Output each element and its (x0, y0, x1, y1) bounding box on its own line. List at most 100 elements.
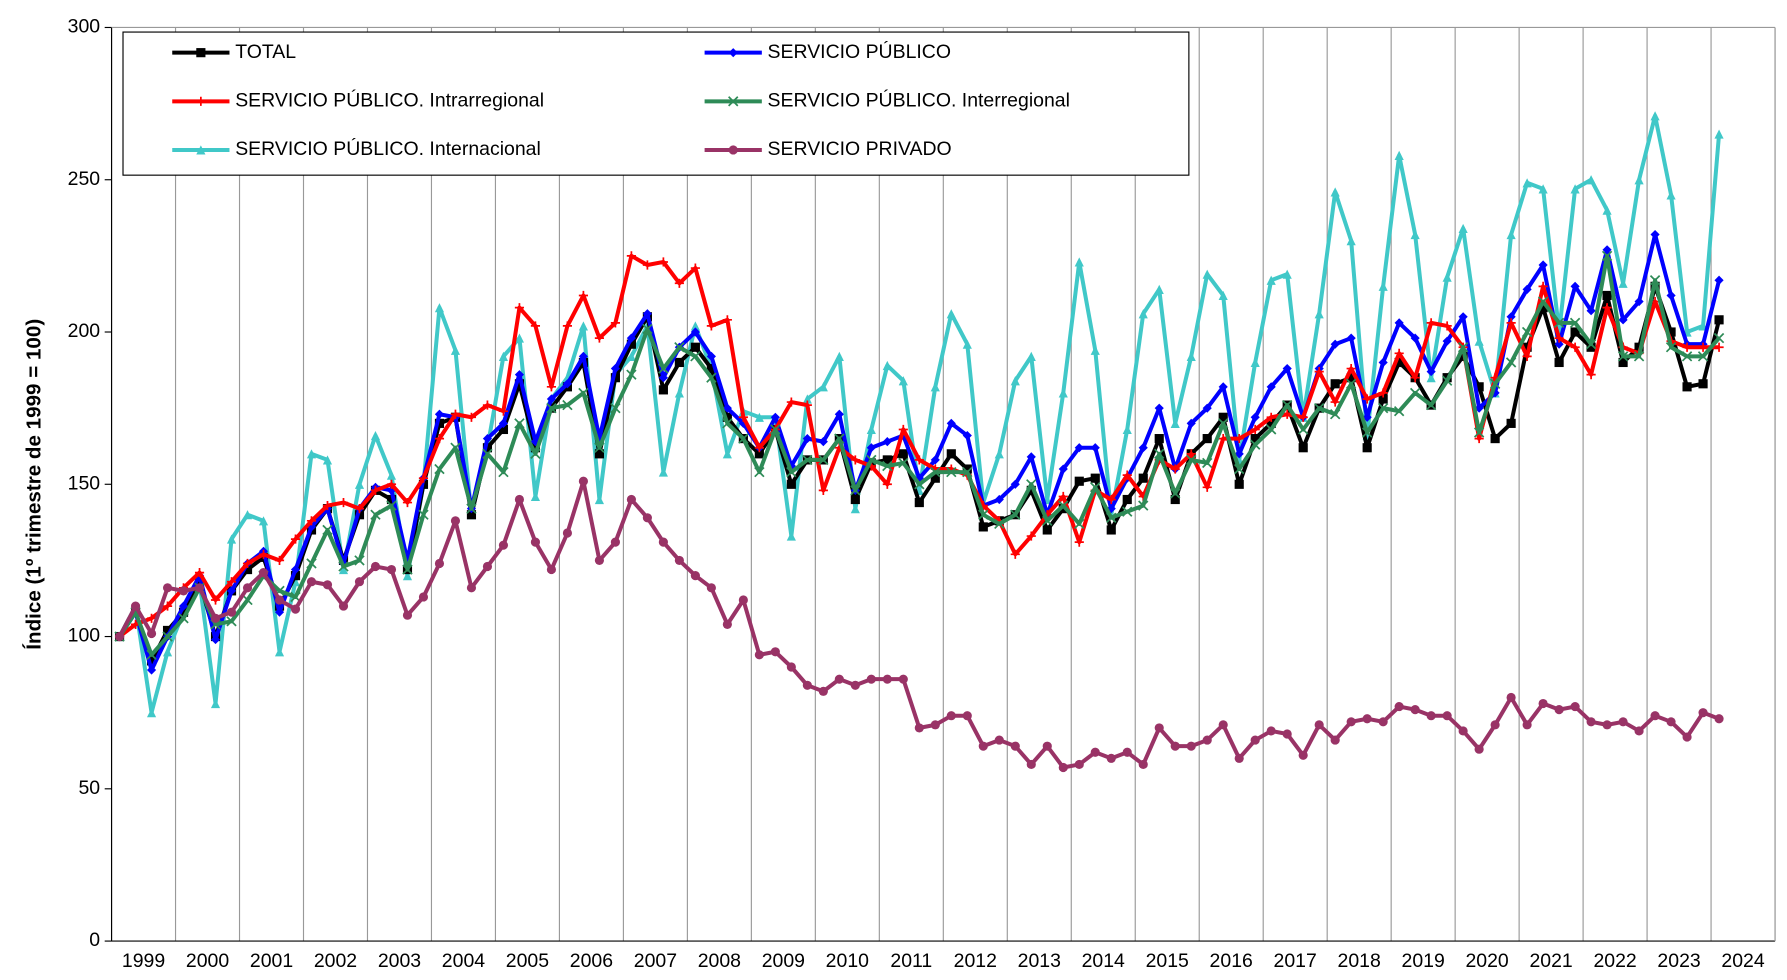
x-tick-label: 2020 (1465, 950, 1508, 972)
marker (306, 558, 317, 569)
marker (1074, 518, 1085, 530)
legend-box (122, 31, 1190, 176)
marker (226, 534, 237, 544)
marker (994, 494, 1004, 505)
marker (1425, 399, 1437, 411)
marker (1634, 175, 1644, 185)
marker (1714, 342, 1724, 352)
marker (610, 318, 620, 328)
marker (434, 463, 445, 475)
marker (370, 561, 381, 572)
marker (482, 434, 493, 444)
marker (1346, 236, 1356, 246)
marker (626, 369, 637, 380)
marker (1330, 735, 1340, 745)
marker (178, 613, 189, 624)
marker (1330, 339, 1340, 349)
marker (1218, 418, 1229, 429)
marker (418, 509, 429, 520)
marker (530, 448, 541, 460)
marker (386, 564, 397, 575)
marker (1586, 370, 1596, 380)
marker (1521, 326, 1533, 338)
marker (1378, 394, 1388, 404)
marker (322, 524, 333, 536)
marker (754, 466, 765, 478)
marker (178, 586, 189, 596)
marker (1522, 178, 1532, 188)
marker (1474, 744, 1484, 754)
marker (1426, 711, 1436, 721)
marker (978, 522, 988, 532)
marker (1698, 379, 1708, 389)
marker (1138, 473, 1148, 483)
marker (594, 449, 604, 459)
marker (146, 665, 157, 675)
marker (1106, 494, 1116, 505)
marker (930, 720, 940, 730)
marker (1186, 351, 1196, 361)
marker (578, 387, 589, 399)
y-tick-label: 0 (89, 929, 100, 951)
marker (1618, 278, 1628, 288)
marker (578, 476, 588, 486)
marker (962, 466, 973, 478)
marker (482, 400, 493, 410)
marker (1090, 482, 1101, 493)
marker (658, 363, 669, 374)
marker (1393, 406, 1405, 417)
marker (1330, 397, 1340, 407)
marker (194, 568, 205, 578)
legend-label: SERVICIO PÚBLICO. Internacional (235, 137, 541, 160)
marker (1714, 714, 1724, 724)
marker (546, 382, 557, 392)
marker (728, 48, 738, 58)
marker (1234, 463, 1245, 475)
marker (706, 583, 716, 593)
marker (258, 568, 269, 578)
marker (1234, 449, 1244, 459)
marker (146, 628, 157, 639)
marker (626, 351, 636, 361)
marker (450, 442, 461, 453)
marker (1554, 705, 1564, 715)
marker (1170, 418, 1180, 428)
marker (418, 473, 429, 483)
marker (898, 376, 908, 386)
marker (434, 434, 445, 444)
marker (1010, 549, 1020, 559)
marker (1538, 303, 1548, 313)
x-tick-label: 2009 (762, 950, 805, 972)
marker (1186, 454, 1197, 466)
marker (514, 303, 525, 313)
x-tick-label: 2021 (1529, 950, 1572, 972)
marker (1090, 747, 1100, 757)
x-tick-label: 2013 (1018, 950, 1061, 972)
marker (226, 616, 237, 627)
marker (1218, 434, 1228, 444)
marker (1026, 452, 1036, 462)
marker (242, 510, 253, 520)
marker (1569, 317, 1581, 329)
marker (306, 522, 317, 532)
marker (1058, 491, 1068, 502)
marker (946, 466, 957, 478)
marker (994, 518, 1005, 530)
marker (1026, 479, 1037, 490)
marker (770, 424, 781, 435)
legend-label: SERVICIO PRIVADO (768, 138, 952, 160)
marker (930, 455, 940, 465)
marker (1601, 250, 1613, 262)
marker (434, 558, 445, 569)
marker (338, 561, 349, 572)
marker (306, 516, 317, 526)
marker (482, 561, 493, 572)
marker (1585, 339, 1597, 350)
marker (1618, 357, 1628, 368)
marker (1314, 367, 1324, 377)
marker (626, 251, 636, 261)
x-tick-label: 2000 (186, 950, 229, 972)
marker (1538, 184, 1548, 194)
marker (1474, 336, 1484, 346)
marker (722, 412, 732, 422)
